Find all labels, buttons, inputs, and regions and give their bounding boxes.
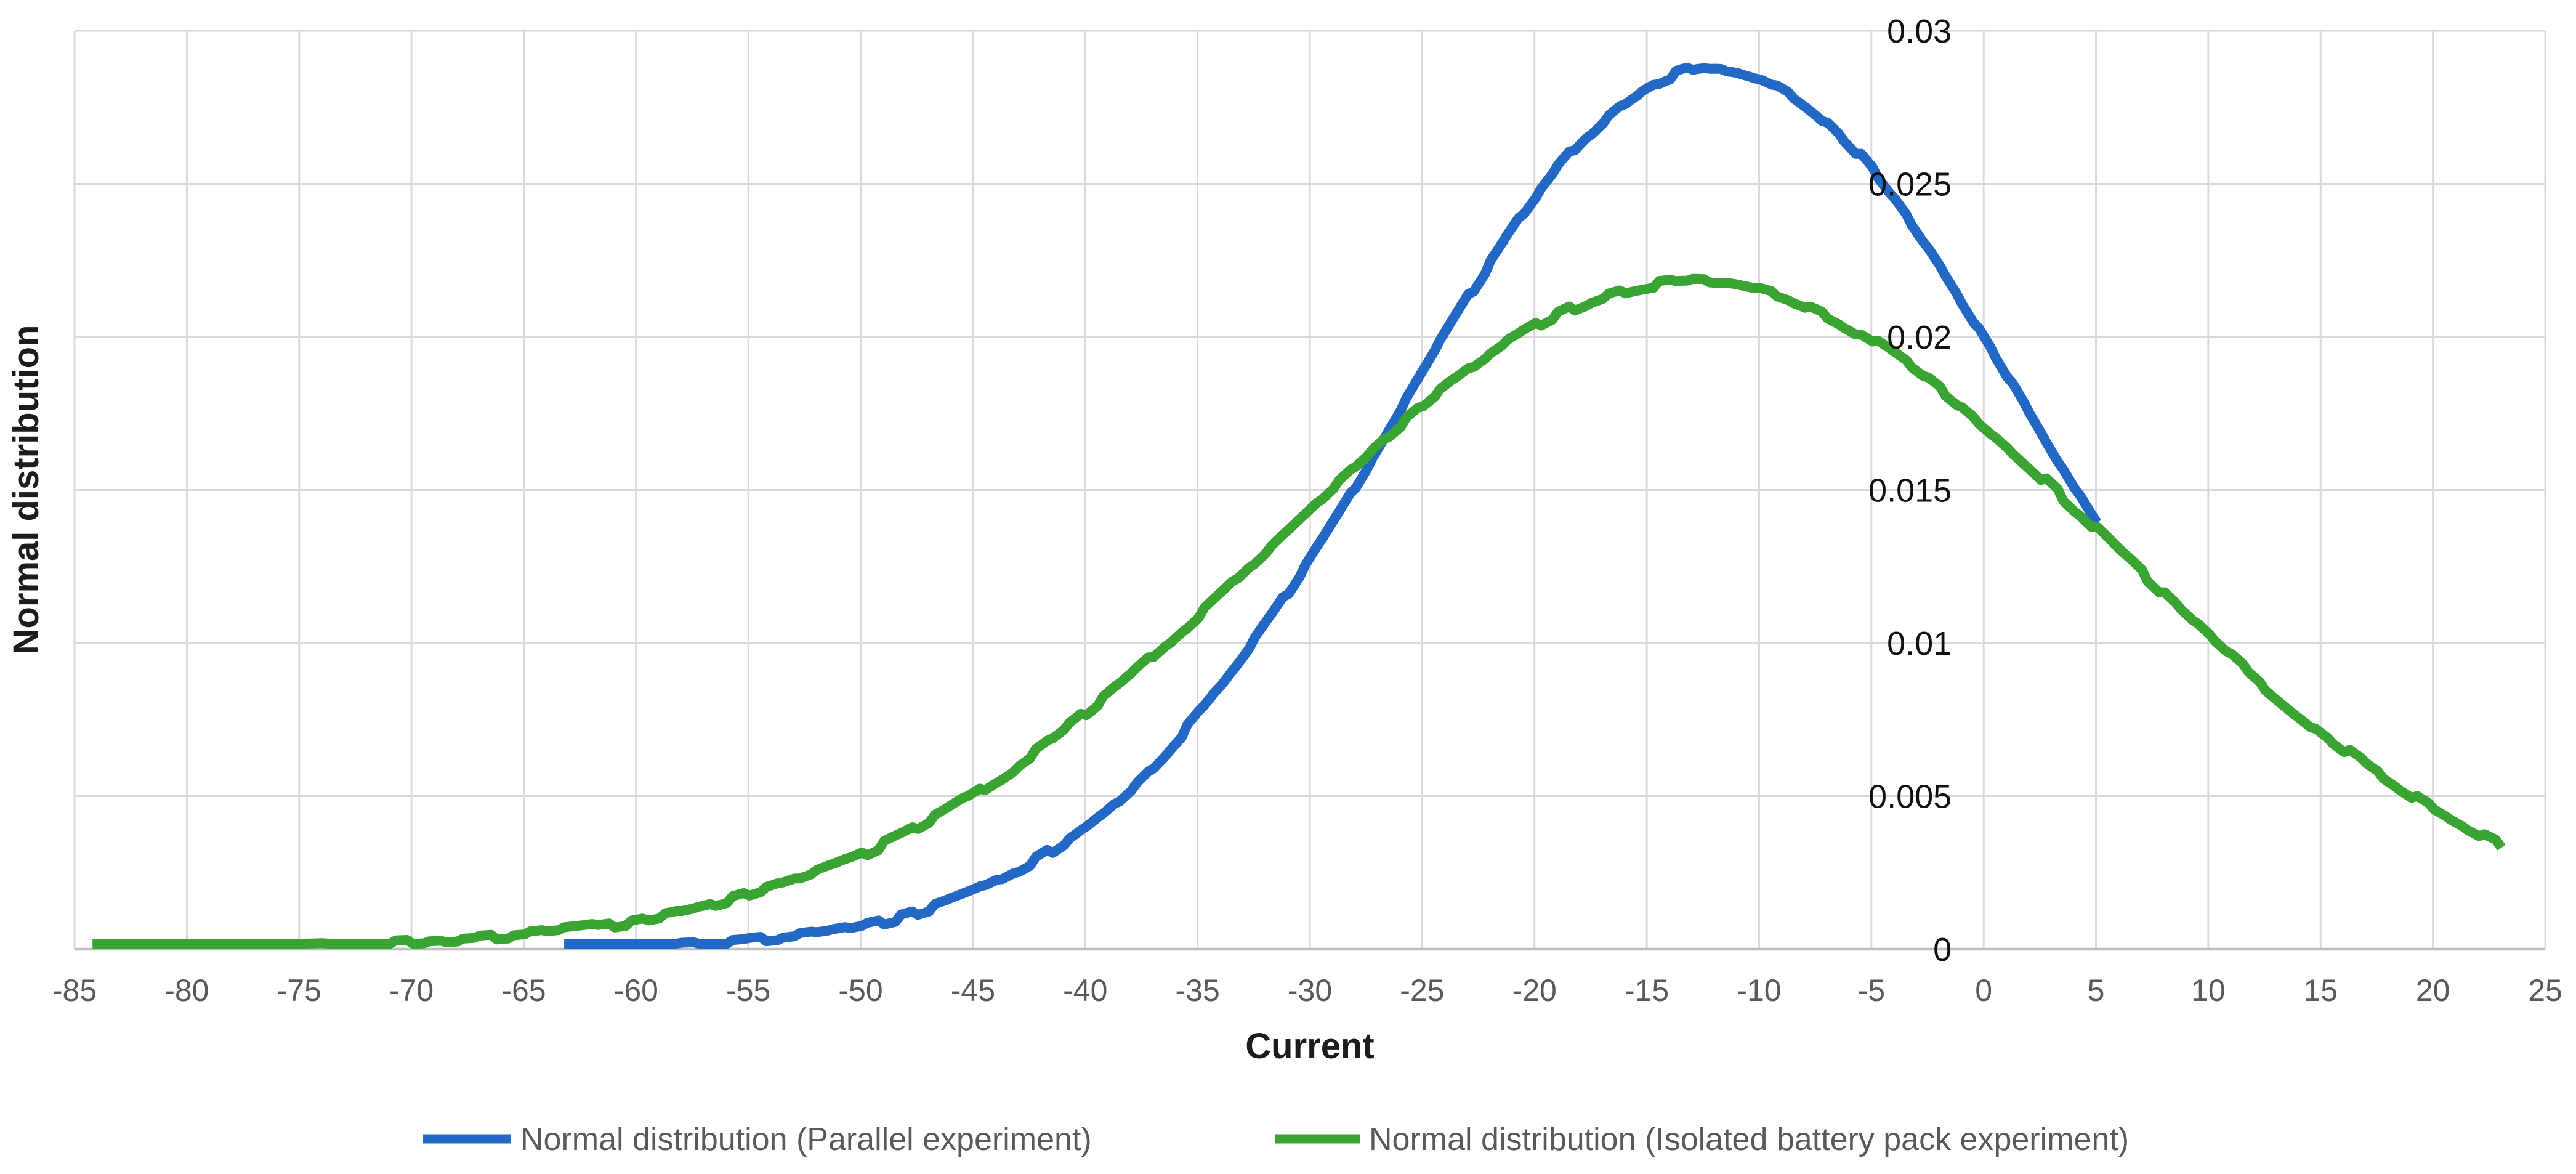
x-tick-label: -60 — [614, 973, 658, 1008]
y-tick-label: 0.01 — [1887, 625, 1952, 662]
x-tick-label: 20 — [2416, 973, 2450, 1008]
x-tick-label: -50 — [838, 973, 882, 1008]
x-tick-label: 15 — [2303, 973, 2338, 1008]
series-lines — [92, 62, 2506, 949]
legend-item-parallel: Normal distribution (Parallel experiment… — [423, 1122, 1092, 1157]
x-tick-label: -30 — [1288, 973, 1332, 1008]
y-tick-label: 0.03 — [1887, 13, 1952, 50]
x-tick-label: -80 — [164, 973, 209, 1008]
horizontal-gridlines — [75, 30, 2545, 797]
x-tick-label: -20 — [1512, 973, 1557, 1008]
x-tick-label: -45 — [951, 973, 995, 1008]
y-axis-tick-labels: 0 0.005 0.01 0.015 0.02 0.025 0.03 — [1868, 13, 1952, 968]
legend-label-parallel: Normal distribution (Parallel experiment… — [520, 1122, 1092, 1157]
x-tick-label: -40 — [1063, 973, 1107, 1008]
x-axis-title: Current — [1245, 1026, 1374, 1066]
series-line-parallel — [564, 62, 2102, 949]
x-tick-label: 0 — [1975, 973, 1992, 1008]
y-tick-label: 0.015 — [1868, 472, 1952, 509]
x-tick-label: 25 — [2528, 973, 2562, 1008]
y-tick-label: 0.02 — [1887, 319, 1952, 356]
x-tick-label: -10 — [1737, 973, 1781, 1008]
y-axis-title: Normal distribution — [6, 325, 46, 655]
legend: Normal distribution (Parallel experiment… — [423, 1122, 2129, 1157]
y-tick-label: 0 — [1933, 931, 1952, 968]
x-tick-label: -25 — [1400, 973, 1444, 1008]
x-tick-label: -65 — [501, 973, 546, 1008]
y-tick-label: 0.005 — [1868, 779, 1952, 816]
x-tick-label: -35 — [1176, 973, 1220, 1008]
y-tick-label: 0.025 — [1868, 166, 1952, 203]
x-tick-label: -15 — [1625, 973, 1669, 1008]
x-tick-label: -55 — [726, 973, 770, 1008]
x-tick-label: -5 — [1858, 973, 1885, 1008]
x-tick-label: -70 — [389, 973, 434, 1008]
x-tick-label: 5 — [2088, 973, 2105, 1008]
x-tick-label: -75 — [277, 973, 321, 1008]
x-axis-tick-labels: -85 -80 -75 -70 -65 -60 -55 -50 -45 -40 -35 -30 -25-… — [52, 973, 2562, 1008]
x-tick-label: 10 — [2191, 973, 2226, 1008]
legend-label-isolated: Normal distribution (Isolated battery pa… — [1369, 1122, 2129, 1157]
x-tick-label: -85 — [52, 973, 97, 1008]
series-line-isolated — [92, 273, 2506, 949]
legend-item-isolated: Normal distribution (Isolated battery pa… — [1275, 1122, 2129, 1157]
